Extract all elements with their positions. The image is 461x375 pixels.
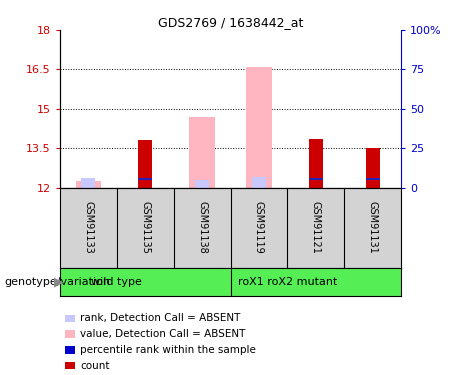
Bar: [366, 178, 380, 180]
Bar: [195, 180, 209, 188]
Bar: [81, 178, 95, 188]
Text: roX1 roX2 mutant: roX1 roX2 mutant: [238, 277, 337, 287]
Text: genotype/variation: genotype/variation: [5, 278, 111, 287]
Text: count: count: [80, 361, 110, 370]
Bar: [366, 148, 380, 188]
Bar: [246, 67, 272, 188]
Title: GDS2769 / 1638442_at: GDS2769 / 1638442_at: [158, 16, 303, 29]
Text: wild type: wild type: [91, 277, 142, 287]
Bar: [138, 140, 152, 188]
Bar: [309, 139, 323, 188]
Bar: [252, 177, 266, 188]
Text: GSM91133: GSM91133: [83, 201, 94, 254]
Text: GSM91121: GSM91121: [311, 201, 321, 254]
Text: GSM91138: GSM91138: [197, 201, 207, 254]
Text: GSM91131: GSM91131: [367, 201, 378, 254]
Bar: [76, 181, 101, 188]
Bar: [138, 178, 152, 180]
Text: percentile rank within the sample: percentile rank within the sample: [80, 345, 256, 355]
Bar: [309, 178, 323, 180]
Text: rank, Detection Call = ABSENT: rank, Detection Call = ABSENT: [80, 314, 241, 323]
Text: value, Detection Call = ABSENT: value, Detection Call = ABSENT: [80, 329, 246, 339]
Text: GSM91135: GSM91135: [140, 201, 150, 254]
Bar: [189, 117, 215, 188]
Text: GSM91119: GSM91119: [254, 201, 264, 254]
Text: ▶: ▶: [54, 276, 64, 289]
